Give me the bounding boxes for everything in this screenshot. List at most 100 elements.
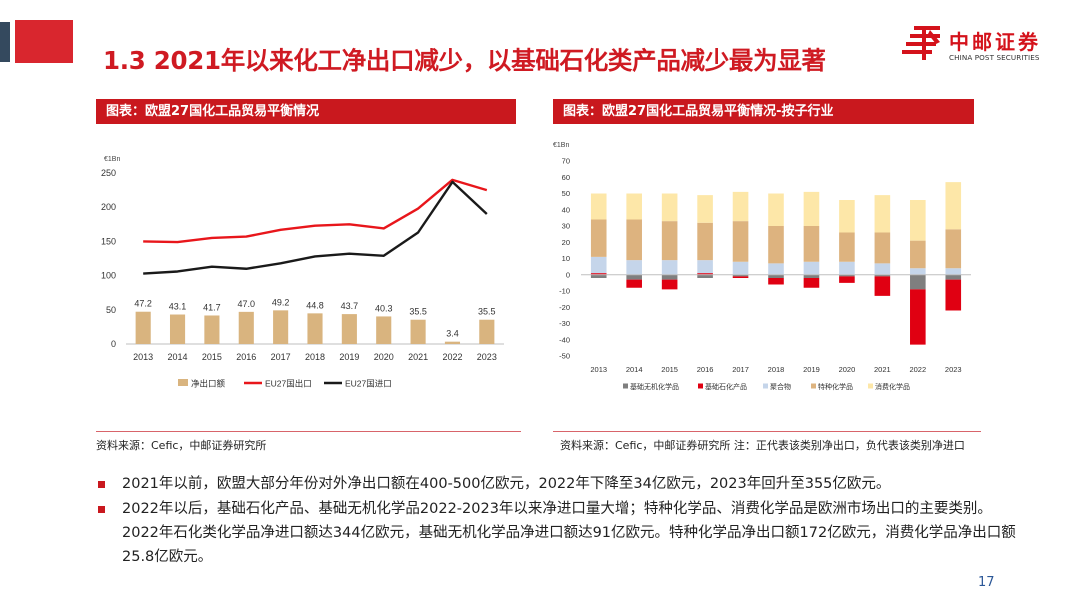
net-export-bar	[444, 341, 461, 344]
x-tick-label: 2016	[697, 365, 714, 374]
y-tick-label: 30	[562, 222, 570, 231]
bar-data-label: 3.4	[446, 329, 459, 339]
y-tick-label: -30	[559, 319, 570, 328]
net-export-bar	[238, 311, 254, 344]
stacked-bar-segment	[590, 193, 607, 220]
legend-swatch	[623, 383, 628, 389]
bar-data-label: 49.2	[272, 297, 290, 307]
bar-data-label: 47.2	[134, 299, 152, 309]
net-export-bar	[341, 314, 357, 344]
stacked-bar-segment	[661, 260, 678, 275]
x-tick-label: 2020	[839, 365, 856, 374]
trade-balance-by-sector-chart: €1Bn -50 -40 -30 -20 -10 0 10 20 30 40 50 60 70 2013 20…	[553, 142, 971, 391]
y-tick-label: 50	[106, 305, 116, 315]
header-accent-block-blue	[0, 22, 10, 62]
stacked-bar-segment	[626, 219, 642, 261]
y-tick-label: -40	[559, 335, 570, 344]
bullet-point: 2021年以前，欧盟大部分年份对外净出口额在400-500亿欧元，2022年下降…	[96, 472, 1016, 496]
legend-swatch	[868, 383, 873, 389]
right-source-divider	[553, 431, 981, 432]
stacked-bar-segment	[945, 182, 962, 230]
left-source-divider	[96, 431, 521, 432]
stacked-bar-segment	[874, 232, 891, 264]
y-tick-label: -20	[559, 303, 570, 312]
net-export-bar	[479, 319, 495, 344]
stacked-bar-segment	[945, 268, 962, 275]
y-tick-label: -50	[559, 352, 570, 361]
left-chart-source: 资料来源：Cefic，中邮证券研究所	[96, 439, 267, 452]
stacked-bar-segment	[874, 276, 891, 296]
stacked-bar-segment	[945, 274, 962, 280]
net-export-bar	[273, 310, 289, 344]
china-post-emblem-icon	[902, 26, 940, 60]
bar-data-label: 35.5	[409, 307, 427, 317]
stacked-bar-segment	[732, 221, 749, 262]
stacked-bar-segment	[945, 229, 962, 269]
y-tick-label: 50	[562, 189, 570, 198]
stacked-bar-segment	[661, 274, 678, 280]
y-tick-label: 20	[562, 238, 570, 247]
stacked-bar-segment	[910, 274, 926, 290]
company-logo: 中邮证券 CHINA POST SECURITIES	[900, 22, 1070, 64]
stacked-bar-segment	[661, 279, 678, 290]
stacked-bar-segment	[803, 261, 820, 275]
stacked-bar-segment	[839, 200, 855, 233]
legend-label: EU27国进口	[345, 379, 392, 389]
stacked-bar-segment	[661, 221, 678, 261]
stacked-bar-segment	[910, 200, 926, 241]
stacked-bar-segment	[590, 256, 607, 274]
trade-balance-chart: €1Bn 0 50 100 150 200 250 47.2 43.1 41.7 47.0 49.2 4…	[101, 156, 504, 389]
x-tick-label: 2013	[133, 352, 153, 362]
x-tick-label: 2022	[909, 365, 926, 374]
stacked-bar-segment	[697, 260, 713, 274]
stacked-bar-segment	[768, 274, 784, 278]
net-export-bar	[169, 314, 186, 344]
stacked-bar-segment	[697, 274, 713, 278]
legend-swatch	[763, 383, 768, 389]
x-tick-label: 2019	[803, 365, 820, 374]
y-tick-label: 0	[111, 339, 116, 349]
y-tick-label: 70	[562, 157, 570, 166]
x-tick-label: 2018	[305, 352, 325, 362]
logo-english-name: CHINA POST SECURITIES	[949, 53, 1040, 62]
stacked-bar-segment	[768, 193, 784, 226]
stacked-bar-segment	[910, 289, 926, 345]
x-tick-label: 2023	[945, 365, 962, 374]
x-tick-label: 2014	[168, 352, 188, 362]
stacked-bar-segment	[590, 219, 607, 257]
legend-label: 特种化学品	[818, 382, 853, 391]
bar-data-label: 35.5	[478, 307, 496, 317]
x-tick-label: 2017	[271, 352, 291, 362]
legend-swatch	[811, 383, 816, 389]
stacked-bar-segment	[803, 191, 820, 226]
x-tick-label: 2016	[236, 352, 256, 362]
net-export-bar	[410, 319, 426, 344]
logo-chinese-name: 中邮证券	[949, 30, 1041, 54]
net-export-bar	[204, 315, 220, 344]
x-tick-label: 2013	[590, 365, 607, 374]
legend-label: 基础石化产品	[705, 382, 747, 391]
series-line-export	[143, 178, 488, 244]
bullet-text: 2022年以后，基础石化产品、基础无机化学品2022-2023年以来净进口量大增…	[122, 501, 1016, 565]
stacked-bar-segment	[732, 276, 749, 278]
stacked-bar-segment	[626, 193, 642, 220]
legend-label: 聚合物	[770, 382, 791, 391]
bullet-text: 2021年以前，欧盟大部分年份对外净出口额在400-500亿欧元，2022年下降…	[122, 476, 891, 492]
stacked-bar-segment	[839, 232, 855, 262]
net-export-bar	[307, 313, 323, 344]
stacked-bar-segment	[626, 279, 642, 288]
y-axis-unit: €1Bn	[553, 142, 569, 149]
y-tick-label: 150	[101, 236, 116, 246]
net-export-bar	[376, 316, 392, 344]
y-tick-label: 0	[566, 270, 570, 279]
page-title: 1.3 2021年以来化工净出口减少，以基础石化类产品减少最为显著	[103, 46, 826, 75]
legend-label: 净出口额	[191, 379, 226, 389]
y-tick-label: 250	[101, 168, 116, 178]
stacked-bar-segment	[945, 279, 962, 311]
x-tick-label: 2022	[442, 352, 462, 362]
y-tick-label: 60	[562, 173, 570, 182]
stacked-bar-segment	[874, 274, 891, 277]
stacked-bar-segment	[910, 240, 926, 269]
y-tick-label: 100	[101, 271, 116, 281]
page-number: 17	[978, 575, 995, 590]
